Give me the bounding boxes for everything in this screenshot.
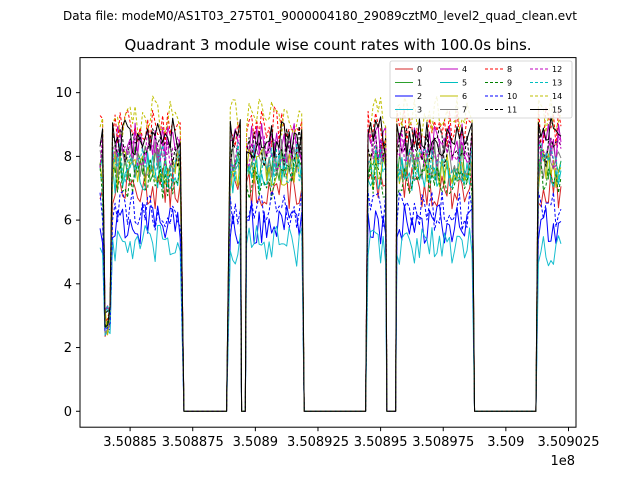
axes-frame <box>79 57 577 428</box>
axis-ticks: 3.50885 3.508875 3.5089 3.508925 3.50895 3.50… <box>55 86 599 450</box>
legend-label-11: 11 <box>507 106 517 115</box>
series-line-12 <box>99 128 562 412</box>
x-tick-label-2: 3.5089 <box>233 435 279 450</box>
legend-label-13: 13 <box>552 79 562 88</box>
x-tick-label-3: 3.508925 <box>287 435 349 450</box>
series-lines <box>99 95 562 412</box>
series-line-14 <box>99 95 562 412</box>
y-tick-label-4: 8 <box>64 150 72 165</box>
legend-label-9: 9 <box>507 79 512 88</box>
legend-label-14: 14 <box>552 92 562 101</box>
y-tick-label-0: 0 <box>64 405 72 420</box>
legend-label-6: 6 <box>462 92 467 101</box>
y-tick-label-1: 2 <box>64 341 72 356</box>
series-line-1 <box>99 141 562 412</box>
x-offset-label: 1e8 <box>550 454 575 469</box>
chart-title: Quadrant 3 module wise count rates with … <box>124 36 531 54</box>
series-line-0 <box>99 167 562 412</box>
legend-label-1: 1 <box>417 79 422 88</box>
legend-label-7: 7 <box>462 106 467 115</box>
series-line-4 <box>99 122 562 412</box>
series-line-13 <box>100 141 562 412</box>
legend-label-3: 3 <box>417 106 422 115</box>
x-tick-label-1: 3.508875 <box>162 435 224 450</box>
series-line-3 <box>99 224 562 412</box>
x-tick-label-4: 3.50895 <box>354 435 408 450</box>
legend-label-12: 12 <box>552 65 562 74</box>
x-tick-label-7: 3.509025 <box>537 435 599 450</box>
series-line-7 <box>99 138 562 412</box>
x-tick-label-6: 3.509 <box>487 435 524 450</box>
legend-label-10: 10 <box>507 92 517 101</box>
legend-label-2: 2 <box>417 92 422 101</box>
legend-label-0: 0 <box>417 65 422 74</box>
y-tick-label-3: 6 <box>64 214 72 229</box>
legend-label-15: 15 <box>552 106 562 115</box>
legend-label-8: 8 <box>507 65 512 74</box>
legend-label-5: 5 <box>462 79 467 88</box>
legend-label-4: 4 <box>462 65 467 74</box>
series-line-9 <box>99 157 562 412</box>
legend-box <box>389 60 573 119</box>
series-line-10 <box>99 190 562 412</box>
figure-suptitle: Data file: modeM0/AS1T03_275T01_90000041… <box>63 9 577 23</box>
series-line-15 <box>99 116 562 412</box>
x-tick-label-0: 3.50885 <box>103 435 157 450</box>
series-line-2 <box>99 202 562 412</box>
y-tick-label-5: 10 <box>55 86 72 101</box>
y-tick-label-2: 4 <box>64 277 72 292</box>
x-tick-label-5: 3.508975 <box>412 435 474 450</box>
series-line-6 <box>99 147 562 412</box>
